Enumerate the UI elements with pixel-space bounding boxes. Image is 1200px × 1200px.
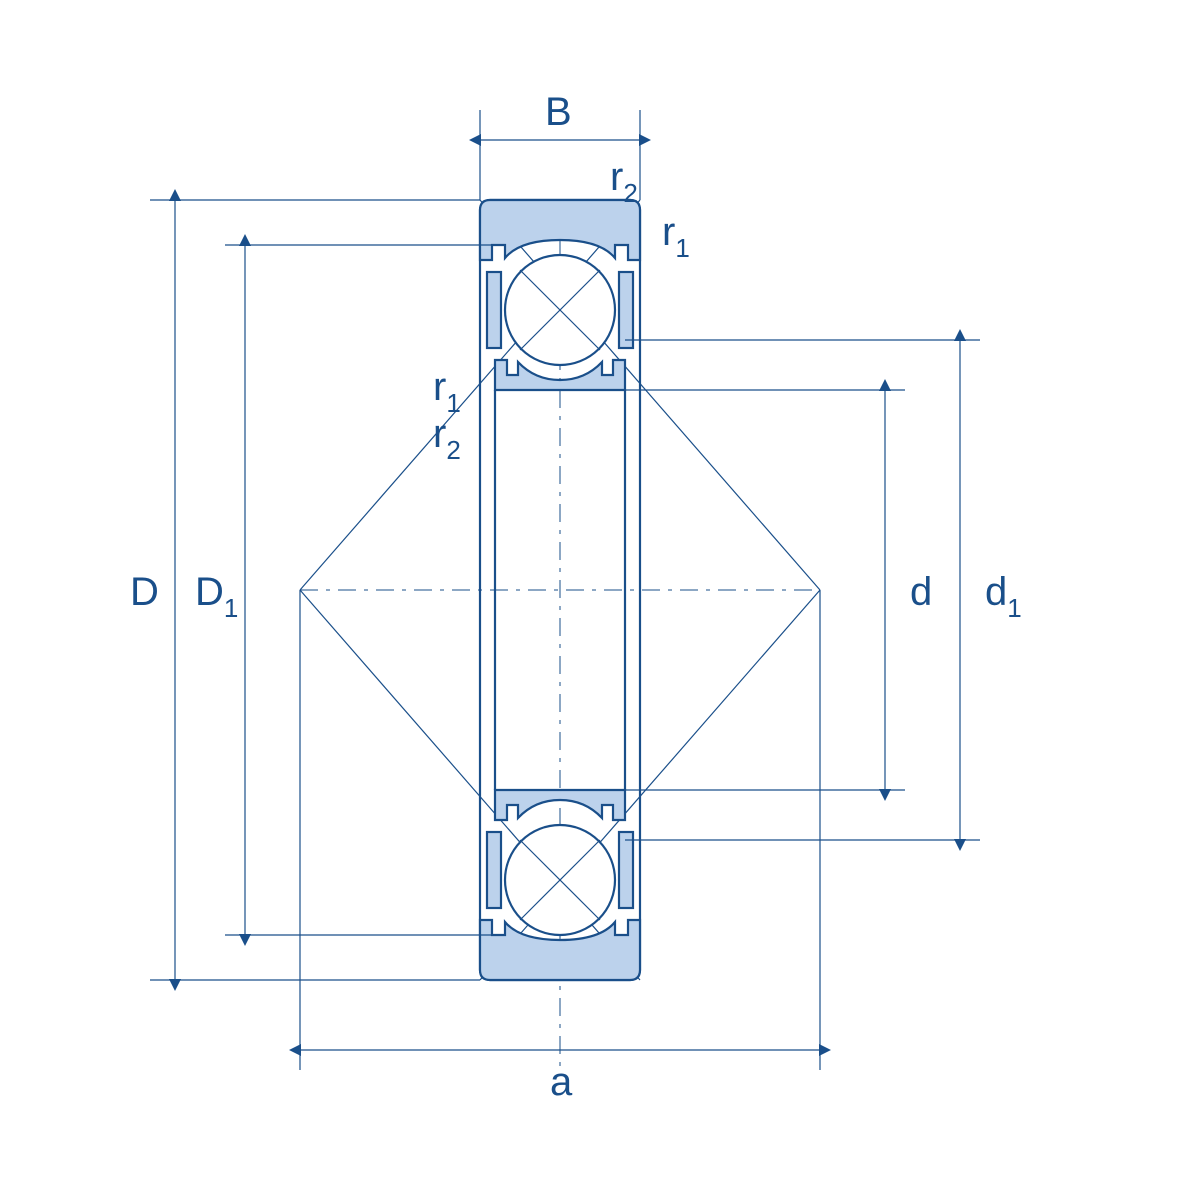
svg-text:d1: d1	[985, 570, 1022, 623]
label-D1: D	[195, 570, 224, 614]
bearing-diagram: B D D1 d d1 a r2 r1 r1 r2	[0, 0, 1200, 1200]
label-r1-mid: r1	[433, 365, 461, 418]
contact-line	[300, 200, 640, 590]
contact-line	[480, 200, 820, 590]
label-a: a	[550, 1060, 573, 1104]
label-d: d	[910, 570, 932, 614]
svg-text:D1: D1	[195, 570, 238, 623]
label-r1-top: r1	[662, 210, 690, 263]
cross-section-top	[480, 200, 640, 390]
label-B: B	[545, 90, 572, 134]
label-r2-mid: r2	[433, 412, 461, 465]
label-d1: d	[985, 570, 1007, 614]
label-D: D	[130, 570, 159, 614]
